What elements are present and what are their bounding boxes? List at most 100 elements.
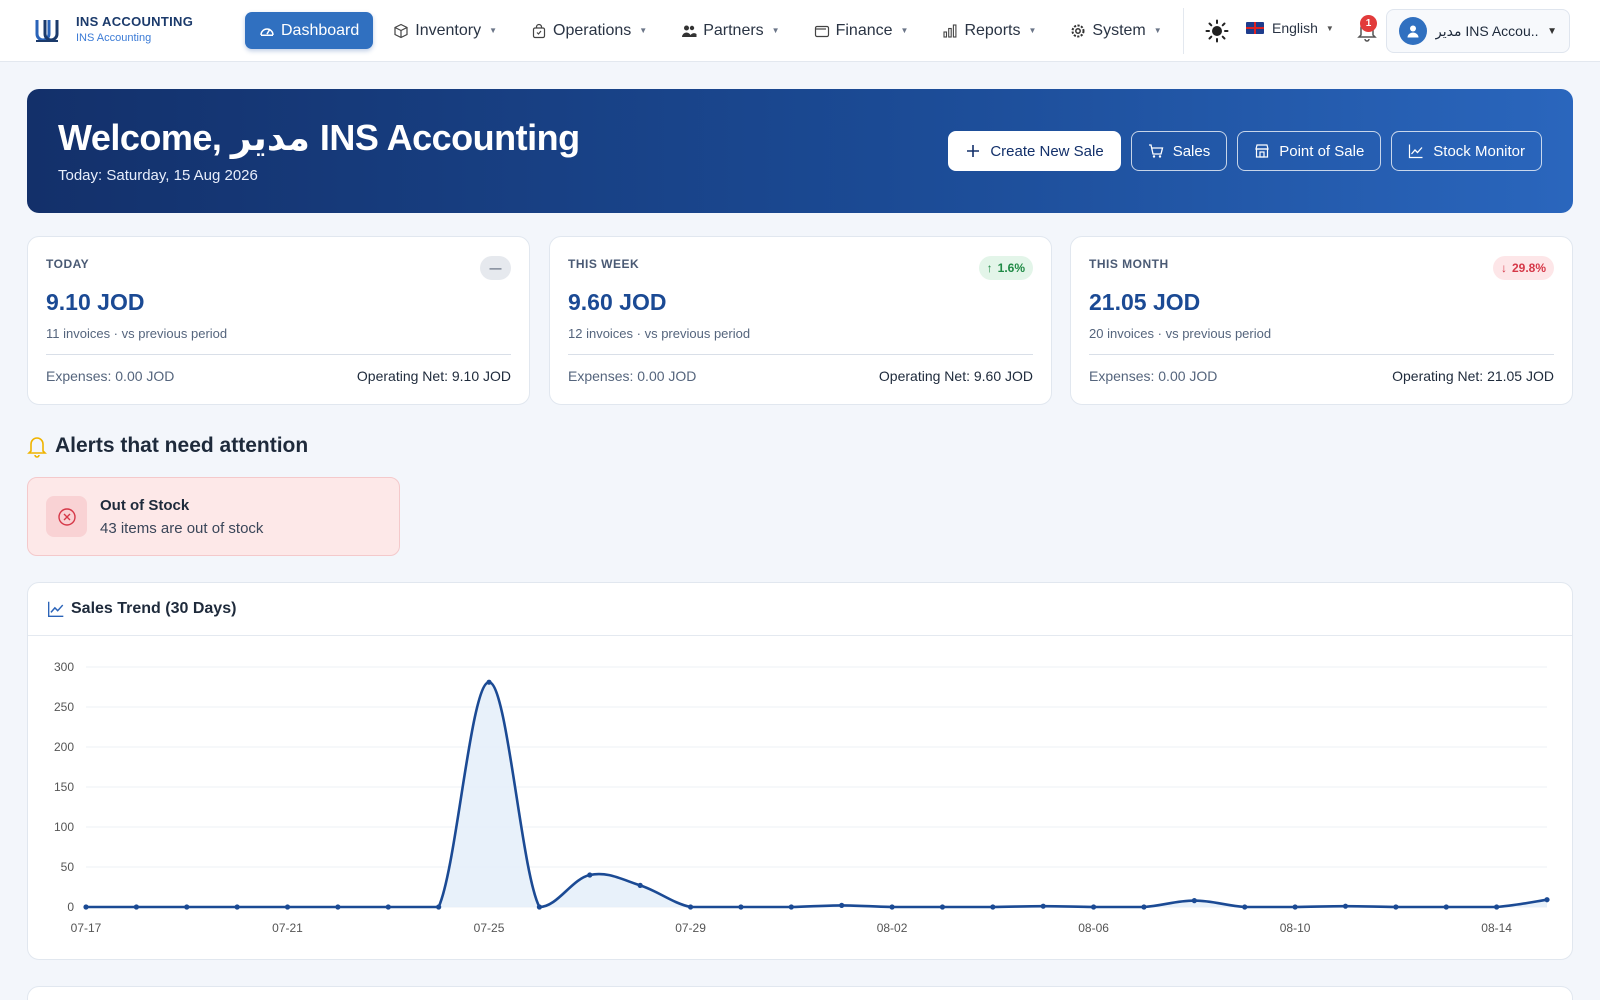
out-of-stock-alert[interactable]: Out of Stock 43 items are out of stock xyxy=(27,477,400,556)
alert-icon-box xyxy=(46,496,87,537)
next-card xyxy=(27,986,1573,1000)
data-point xyxy=(1191,898,1197,904)
user-menu[interactable]: مدير INS Accou... ▼ xyxy=(1386,9,1570,53)
trend-icon xyxy=(48,601,64,617)
kpi-operating-net: Operating Net: 9.60 JOD xyxy=(878,368,1033,384)
stock-monitor-button[interactable]: Stock Monitor xyxy=(1391,131,1542,171)
kpi-expenses: Expenses: 0.00 JOD xyxy=(1089,368,1218,384)
point-of-sale-button[interactable]: Point of Sale xyxy=(1237,131,1382,171)
nav-inventory[interactable]: Inventory ▼ xyxy=(379,12,511,49)
divider xyxy=(46,354,511,355)
arrow-down-icon: ↓ xyxy=(1500,261,1507,275)
kpi-operating-net: Operating Net: 21.05 JOD xyxy=(1392,368,1554,384)
data-point xyxy=(436,904,442,910)
user-icon xyxy=(1407,25,1419,38)
data-point xyxy=(385,904,391,910)
avatar xyxy=(1399,17,1427,45)
alerts-title: Alerts that need attention xyxy=(55,434,309,457)
create-new-sale-button[interactable]: Create New Sale xyxy=(948,131,1121,171)
kpi-card-week: THIS WEEK ↑ 1.6% 9.60 JOD 12 invoices · … xyxy=(549,236,1052,405)
data-point xyxy=(1090,904,1097,910)
data-point xyxy=(738,904,744,910)
gauge-icon xyxy=(260,27,274,36)
alerts-header: Alerts that need attention xyxy=(27,434,308,458)
data-point xyxy=(536,904,543,910)
nav-operations[interactable]: Operations ▼ xyxy=(517,12,661,49)
kpi-expenses: Expenses: 0.00 JOD xyxy=(46,368,175,384)
change-value: 29.8% xyxy=(1511,261,1546,275)
kpi-expenses: Expenses: 0.00 JOD xyxy=(568,368,697,384)
data-point xyxy=(1342,903,1349,909)
point-of-sale-label: Point of Sale xyxy=(1279,142,1365,160)
sales-trend-card: Sales Trend (30 Days) 0 50 100 150 200 250 300… xyxy=(27,582,1573,960)
plus-icon xyxy=(967,145,980,157)
data-point xyxy=(788,904,794,910)
nav-operations-label: Operations xyxy=(553,21,632,39)
welcome-banner: Welcome, مدير INS Accounting Today: Satu… xyxy=(27,89,1573,213)
x-tick-label: 07-17 xyxy=(71,921,102,935)
y-tick-label: 0 xyxy=(67,900,74,914)
wallet-icon xyxy=(814,25,829,37)
kpi-value: 9.60 JOD xyxy=(568,289,667,315)
kpi-operating-net: Operating Net: 9.10 JOD xyxy=(356,368,511,384)
y-tick-label: 200 xyxy=(54,740,74,754)
data-point xyxy=(889,904,895,910)
brand-subtitle: INS Accounting xyxy=(76,32,152,44)
divider xyxy=(568,354,1033,355)
sales-line xyxy=(85,680,1548,909)
y-tick-label: 250 xyxy=(54,700,74,714)
data-point xyxy=(990,904,996,910)
x-tick-label: 08-02 xyxy=(877,921,908,935)
x-tick-label: 08-06 xyxy=(1078,921,1109,935)
main-menu: Dashboard Inventory ▼ Operations ▼ Partn… xyxy=(245,12,1182,49)
sales-trend-chart: 0 50 100 150 200 250 300 07-17 07-21 07-25 07-29 08… xyxy=(54,660,1550,935)
nav-finance-label: Finance xyxy=(835,21,893,39)
store-icon xyxy=(1255,144,1270,158)
nav-reports[interactable]: Reports ▼ xyxy=(928,12,1050,49)
divider xyxy=(1089,354,1554,355)
users-icon xyxy=(682,25,697,37)
data-point xyxy=(1292,904,1298,910)
data-point xyxy=(637,882,643,888)
chevron-down-icon: ▼ xyxy=(1325,23,1334,33)
kpi-label: THIS WEEK xyxy=(568,257,640,271)
chevron-down-icon: ▼ xyxy=(771,26,780,35)
kpi-label: TODAY xyxy=(46,257,90,271)
x-tick-label: 07-21 xyxy=(272,921,303,935)
kpi-value: 9.10 JOD xyxy=(46,289,145,315)
nav-finance[interactable]: Finance ▼ xyxy=(800,12,923,49)
today-date: Today: Saturday, 15 Aug 2026 xyxy=(58,167,258,184)
nav-system-label: System xyxy=(1092,21,1146,39)
change-badge: — xyxy=(480,256,511,280)
data-point xyxy=(234,904,240,910)
sales-button[interactable]: Sales xyxy=(1130,131,1228,171)
chevron-down-icon: ▼ xyxy=(1547,25,1557,37)
bar-chart-icon xyxy=(943,23,957,38)
data-point xyxy=(939,904,946,910)
x-tick-label: 08-10 xyxy=(1280,921,1311,935)
nav-partners[interactable]: Partners ▼ xyxy=(667,12,793,49)
brand-title: INS ACCOUNTING xyxy=(76,14,194,29)
language-selector[interactable]: English ▼ xyxy=(1246,20,1334,36)
x-tick-label: 07-25 xyxy=(474,921,505,935)
kpi-subtext: 12 invoices · vs previous period xyxy=(568,326,751,341)
box-icon xyxy=(394,23,408,38)
chart-title: Sales Trend (30 Days) xyxy=(71,600,237,617)
data-point xyxy=(284,904,291,910)
data-point xyxy=(1494,904,1500,910)
nav-dashboard[interactable]: Dashboard xyxy=(245,12,374,49)
bell-icon xyxy=(27,437,47,458)
data-point xyxy=(1544,897,1550,903)
data-point xyxy=(1141,904,1147,910)
cart-icon xyxy=(1148,144,1164,158)
kpi-value: 21.05 JOD xyxy=(1089,289,1201,315)
nav-system[interactable]: System ▼ xyxy=(1056,12,1175,49)
chevron-down-icon: ▼ xyxy=(1028,26,1037,35)
quick-actions: Create New Sale Sales Point of Sale Stoc… xyxy=(948,131,1542,171)
chevron-down-icon: ▼ xyxy=(489,26,498,35)
sun-icon[interactable] xyxy=(1205,19,1229,43)
arrow-up-icon: ↑ xyxy=(986,261,993,275)
language-label: English xyxy=(1272,20,1318,36)
brand[interactable]: INS ACCOUNTING INS Accounting xyxy=(32,14,193,44)
data-point xyxy=(1393,904,1399,910)
